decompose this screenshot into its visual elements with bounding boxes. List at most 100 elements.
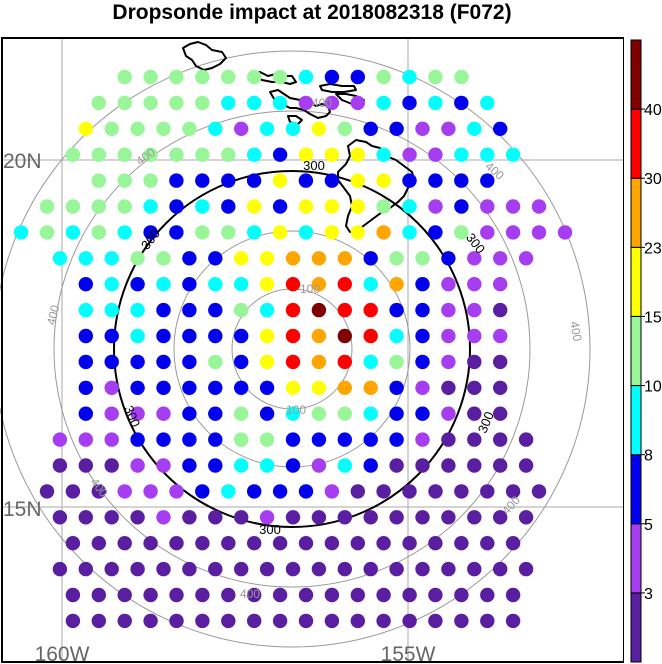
impact-dot bbox=[156, 510, 171, 525]
impact-dot bbox=[467, 121, 482, 136]
impact-dot bbox=[480, 147, 495, 162]
impact-dot bbox=[493, 121, 508, 136]
impact-dot bbox=[221, 587, 236, 603]
impact-dot bbox=[311, 277, 327, 292]
impact-dot bbox=[480, 95, 495, 111]
maui-coast bbox=[269, 89, 331, 119]
impact-dot bbox=[428, 587, 443, 603]
impact-dot bbox=[415, 432, 430, 447]
colorbar-tick-label: 10 bbox=[644, 379, 662, 396]
impact-dot bbox=[376, 484, 391, 499]
impact-dot bbox=[52, 510, 68, 525]
impact-dot bbox=[402, 69, 417, 85]
impact-dot bbox=[169, 225, 184, 240]
impact-dot bbox=[505, 147, 521, 162]
colorbar-box bbox=[630, 454, 642, 525]
impact-dot bbox=[285, 406, 301, 421]
impact-dot bbox=[324, 225, 339, 240]
impact-dot bbox=[363, 380, 378, 395]
impact-dot bbox=[415, 380, 430, 395]
impact-dot bbox=[65, 225, 81, 240]
impact-dot bbox=[247, 484, 262, 499]
impact-dot bbox=[480, 173, 495, 188]
impact-dot bbox=[505, 536, 521, 551]
impact-dot bbox=[117, 587, 132, 603]
impact-dot bbox=[13, 225, 29, 240]
impact-dot bbox=[415, 510, 430, 525]
impact-dot bbox=[402, 587, 417, 603]
impact-dot bbox=[311, 121, 327, 136]
impact-dot bbox=[350, 147, 365, 162]
impact-dot bbox=[221, 173, 236, 188]
ring-label-100-top: 100 bbox=[300, 282, 320, 296]
lat-label-15n: 15N bbox=[3, 498, 42, 521]
impact-dot bbox=[259, 406, 275, 421]
colorbar-box bbox=[630, 592, 642, 663]
impact-dot bbox=[52, 432, 68, 447]
impact-dot bbox=[143, 484, 158, 499]
impact-dot bbox=[208, 251, 223, 266]
impact-dot bbox=[441, 251, 456, 266]
impact-dot bbox=[91, 484, 107, 499]
impact-dot bbox=[324, 536, 340, 551]
impact-dot bbox=[324, 613, 340, 629]
impact-dot bbox=[441, 510, 456, 525]
impact-dot bbox=[441, 277, 456, 292]
impact-dot bbox=[376, 536, 391, 551]
impact-dot bbox=[130, 354, 145, 370]
impact-dot bbox=[52, 251, 68, 266]
impact-dot bbox=[285, 510, 301, 525]
impact-dot bbox=[493, 277, 508, 292]
impact-dot bbox=[247, 147, 262, 162]
impact-dot bbox=[208, 510, 223, 525]
impact-dot bbox=[454, 95, 469, 111]
impact-dot bbox=[156, 121, 171, 136]
impact-dot bbox=[415, 251, 430, 266]
impact-dot bbox=[531, 225, 547, 240]
map-title: Dropsonde impact at 2018082318 (F072) bbox=[112, 1, 512, 24]
impact-dot bbox=[389, 121, 404, 136]
impact-dot bbox=[389, 328, 404, 344]
impact-dot bbox=[415, 354, 430, 370]
impact-dot bbox=[467, 561, 482, 577]
impact-dot bbox=[311, 354, 327, 370]
impact-dot bbox=[169, 69, 184, 85]
impact-dot bbox=[78, 432, 94, 447]
impact-dot bbox=[505, 484, 521, 499]
impact-dot bbox=[117, 536, 132, 551]
ring-label-400-top: 400 bbox=[312, 96, 332, 110]
impact-dot bbox=[182, 561, 197, 577]
impact-dot bbox=[130, 510, 145, 525]
impact-dot bbox=[311, 302, 327, 318]
impact-dot bbox=[376, 147, 391, 162]
impact-dot bbox=[324, 587, 340, 603]
impact-dot bbox=[363, 328, 378, 344]
impact-dot bbox=[493, 406, 508, 421]
impact-dot bbox=[195, 613, 210, 629]
impact-dot bbox=[91, 587, 107, 603]
impact-dot bbox=[78, 277, 94, 292]
impact-dot bbox=[389, 354, 404, 370]
impact-dot bbox=[117, 147, 132, 162]
impact-dot bbox=[39, 225, 55, 240]
impact-dot bbox=[350, 69, 365, 85]
impact-dot bbox=[557, 225, 573, 240]
impact-dot bbox=[454, 69, 469, 85]
impact-dot bbox=[78, 251, 94, 266]
impact-dot bbox=[441, 328, 456, 344]
colorbar-tick-label: 3 bbox=[644, 586, 653, 603]
impact-dot bbox=[324, 147, 340, 162]
impact-dot bbox=[182, 432, 197, 447]
impact-dot bbox=[130, 406, 145, 421]
impact-dot bbox=[78, 561, 94, 577]
impact-dot bbox=[337, 458, 352, 473]
impact-dot bbox=[259, 561, 275, 577]
impact-dot bbox=[493, 561, 508, 577]
impact-dot bbox=[104, 328, 119, 344]
impact-dot bbox=[259, 121, 275, 136]
impact-dot bbox=[428, 173, 443, 188]
impact-dot bbox=[402, 147, 417, 162]
impact-dot bbox=[78, 458, 94, 473]
impact-dot bbox=[350, 587, 365, 603]
